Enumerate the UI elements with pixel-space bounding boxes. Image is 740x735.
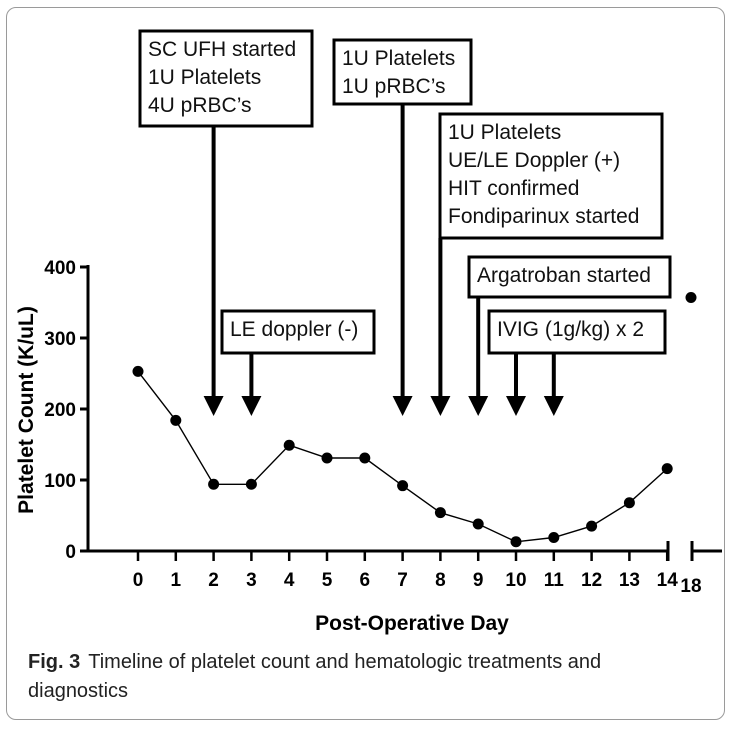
callout-text-line: SC UFH started (148, 38, 296, 61)
data-point (132, 365, 144, 377)
y-tick-label: 400 (44, 258, 76, 279)
x-tick-label: 9 (473, 570, 484, 591)
callout-box (220, 309, 376, 355)
data-point (208, 478, 220, 490)
callout-text-line: LE doppler (-) (230, 318, 358, 341)
treatment-callouts: SC UFH started 1U Platelets 4U pRBC’s LE do… (138, 29, 672, 416)
data-point (586, 520, 598, 532)
y-tick-label: 0 (65, 542, 76, 563)
x-tick-label: 0 (133, 570, 144, 591)
figure-caption: Fig. 3 Timeline of platelet count and hem… (28, 648, 698, 706)
figure-frame (6, 7, 725, 720)
y-tick-label: 200 (44, 400, 76, 421)
y-axis-title: Platelet Count (K/uL) (15, 306, 38, 514)
platelet-series (132, 292, 697, 548)
x-tick-label: 7 (397, 570, 408, 591)
data-point (245, 478, 257, 490)
caption-text: Timeline of platelet count and hematolog… (28, 651, 602, 702)
callout-box (138, 29, 314, 128)
data-point (397, 480, 409, 492)
data-point (321, 452, 333, 464)
x-tick-label: 11 (544, 570, 565, 591)
callout-text-line: Fondiparinux started (448, 205, 639, 228)
x-tick-label: 8 (435, 570, 446, 591)
callout-text-line: 1U pRBC’s (342, 75, 445, 98)
data-point (359, 452, 371, 464)
y-tick-label: 100 (44, 471, 76, 492)
callout-text-line: UE/LE Doppler (+) (448, 149, 620, 172)
data-point (661, 463, 673, 475)
callout-text-line: 4U pRBC’s (148, 94, 251, 117)
callout-arrowhead (392, 396, 413, 416)
data-point (170, 414, 182, 426)
callout-box (467, 255, 672, 299)
data-point (623, 497, 635, 509)
x-tick-label: 12 (581, 570, 602, 591)
x-axis-title: Post-Operative Day (315, 612, 509, 635)
callout-box (332, 38, 473, 106)
x-tick-label: 3 (246, 570, 257, 591)
callout-arrowhead (506, 396, 526, 416)
callout-arrowhead (241, 396, 262, 416)
callout-arrowhead (203, 396, 224, 416)
data-point (548, 532, 560, 544)
x-tick-label: 4 (284, 570, 295, 591)
data-point (434, 507, 446, 519)
x-tick-label: 2 (208, 570, 219, 591)
data-point (472, 518, 484, 530)
data-point (283, 439, 295, 451)
callout-text-line: 1U Platelets (448, 121, 561, 144)
x-tick-label: 13 (619, 570, 640, 591)
callout-text-line: HIT confirmed (448, 177, 580, 200)
callout-text-line: 1U Platelets (148, 66, 261, 89)
callout-arrowhead (468, 396, 489, 416)
data-point (510, 536, 522, 548)
x-tick-label: 1 (171, 570, 182, 591)
figure-label: Fig. 3 (28, 651, 81, 673)
callout-arrowhead (543, 396, 564, 416)
callout-text-line: Argatroban started (477, 264, 651, 287)
y-tick-label: 300 (44, 329, 76, 350)
x-tick-label: 10 (505, 570, 526, 591)
x-tick-label: 18 (680, 576, 701, 597)
x-tick-label: 6 (360, 570, 371, 591)
callout-text-line: 1U Platelets (342, 47, 455, 70)
callout-box (438, 112, 664, 240)
x-tick-label: 14 (657, 570, 679, 591)
callout-text-line: IVIG (1g/kg) x 2 (497, 318, 644, 341)
callout-arrowhead (430, 396, 451, 416)
callout-box (487, 309, 667, 355)
x-tick-label: 5 (322, 570, 333, 591)
data-point (685, 292, 697, 304)
